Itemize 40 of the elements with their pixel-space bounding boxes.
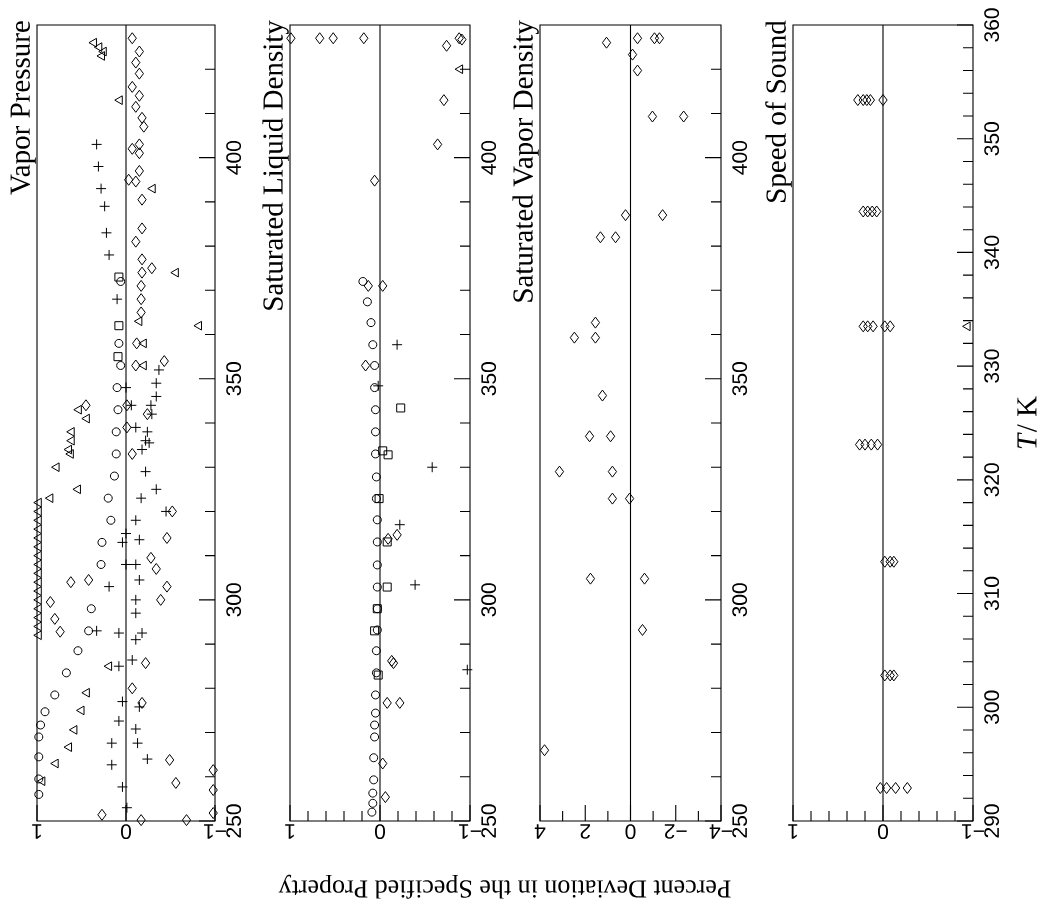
x-tick-label: 0 [374, 824, 386, 840]
y-tick-label: 350 [984, 122, 1000, 156]
x-tick-label: 0 [877, 824, 889, 840]
y-tick-label: 320 [984, 463, 1000, 497]
y-tick-label: 360 [984, 8, 1000, 42]
y-tick-label: 310 [984, 576, 1000, 611]
text: Speed of Sound [765, 20, 792, 202]
y-tick-label: 250 [732, 804, 748, 838]
x-tick-label: −4 [709, 824, 732, 839]
y-tick-label: 300 [732, 583, 748, 617]
y-tick-label: 340 [984, 235, 1000, 270]
x-axis-title: Percent Deviation in the Specified Property [278, 874, 731, 899]
text: Saturated Liquid Density [262, 20, 289, 310]
y-tick-label: 400 [226, 140, 242, 175]
x-tick-label: 1 [788, 824, 798, 839]
y-tick-label: 290 [984, 804, 1000, 838]
x-tick-label: −1 [204, 824, 226, 839]
text: Saturated Vapor Density [512, 20, 539, 302]
y-tick-label: 300 [984, 690, 1000, 724]
y-tick-label: 250 [226, 804, 242, 838]
x-tick-label: 1 [32, 824, 42, 839]
text: Vapor Pressure [10, 21, 36, 195]
x-tick-label: 0 [120, 824, 132, 840]
x-tick-label: −1 [459, 824, 481, 839]
y-axis-title: T/ K [1017, 396, 1037, 449]
y-tick-label: 350 [481, 362, 497, 396]
y-tick-label: 400 [732, 140, 748, 175]
y-tick-label: 300 [226, 583, 242, 617]
x-tick-label: 2 [580, 824, 591, 839]
x-tick-label: 1 [285, 824, 295, 839]
x-tick-label: −2 [664, 824, 687, 839]
y-tick-label: 330 [984, 349, 1000, 383]
x-tick-label: 4 [534, 824, 546, 839]
y-tick-label: 350 [226, 362, 242, 396]
x-tick-label: 0 [625, 824, 636, 840]
y-tick-label: 350 [732, 362, 748, 396]
x-tick-label: −1 [962, 824, 984, 839]
y-tick-label: 300 [481, 583, 497, 617]
y-tick-label: 250 [481, 804, 497, 838]
y-tick-label: 400 [481, 140, 497, 175]
